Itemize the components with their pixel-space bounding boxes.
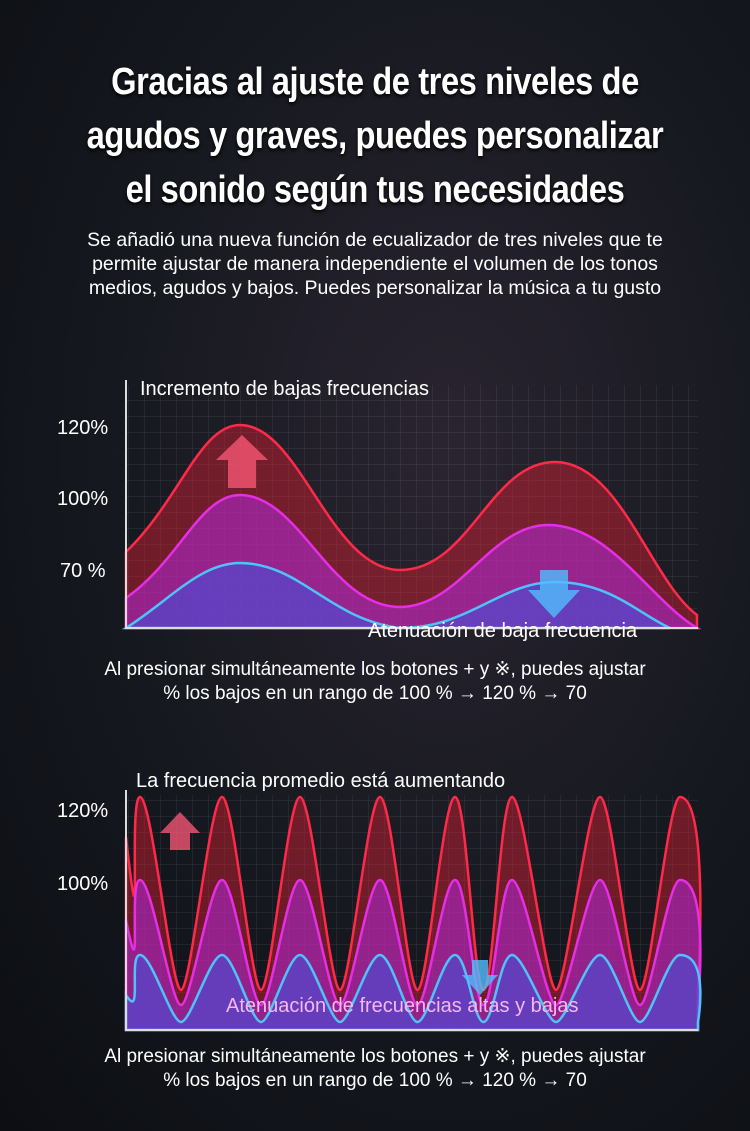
- chart2-caption: Al presionar simultáneamente los botones…: [0, 1045, 750, 1093]
- arrow-up-icon: [216, 435, 268, 488]
- chart2-annotation: Atenuación de frecuencias altas y bajas: [226, 995, 579, 1017]
- caption-line: % los bajos en un rango de 100 % → 120 %…: [163, 683, 587, 704]
- arrow-down-icon: [528, 570, 580, 618]
- tick-label: 100%: [57, 873, 109, 895]
- chart2-title: La frecuencia promedio está aumentando: [136, 770, 506, 792]
- headline: Gracias al ajuste de tres niveles de agu…: [53, 55, 698, 217]
- chart2-axes: [125, 790, 698, 1031]
- chart1-title: Incremento de bajas frecuencias: [140, 378, 430, 400]
- chart1-caption: Al presionar simultáneamente los botones…: [0, 658, 750, 706]
- caption-line: Al presionar simultáneamente los botones…: [104, 1046, 646, 1067]
- chart1-annotation: Atenuación de baja frecuencia: [368, 620, 638, 642]
- tick-label: 70 %: [60, 560, 106, 582]
- chart2-magenta-curve: [124, 878, 702, 1032]
- subtitle-line: medios, agudos y bajos. Puedes personali…: [88, 277, 662, 299]
- chart1-axes: [125, 380, 698, 629]
- headline-line: agudos y graves, puedes personalizar: [86, 115, 664, 157]
- arrow-down-icon: [462, 960, 498, 995]
- subtitle: Se añadió una nueva función de ecualizad…: [0, 228, 750, 300]
- caption-line: % los bajos en un rango de 100 % → 120 %…: [163, 1070, 587, 1091]
- subtitle-line: permite ajustar de manera independiente …: [92, 253, 658, 275]
- chart2-red-curve: [124, 795, 702, 1032]
- tick-label: 120%: [57, 417, 109, 439]
- headline-line: el sonido según tus necesidades: [125, 169, 625, 211]
- tick-label: 100%: [57, 488, 109, 510]
- subtitle-line: Se añadió una nueva función de ecualizad…: [87, 229, 663, 251]
- chart2-blue-curve: [124, 953, 702, 1032]
- headline-line: Gracias al ajuste de tres niveles de: [111, 61, 639, 103]
- caption-line: Al presionar simultáneamente los botones…: [104, 659, 646, 680]
- arrow-up-icon: [160, 812, 200, 850]
- tick-label: 120%: [57, 800, 109, 822]
